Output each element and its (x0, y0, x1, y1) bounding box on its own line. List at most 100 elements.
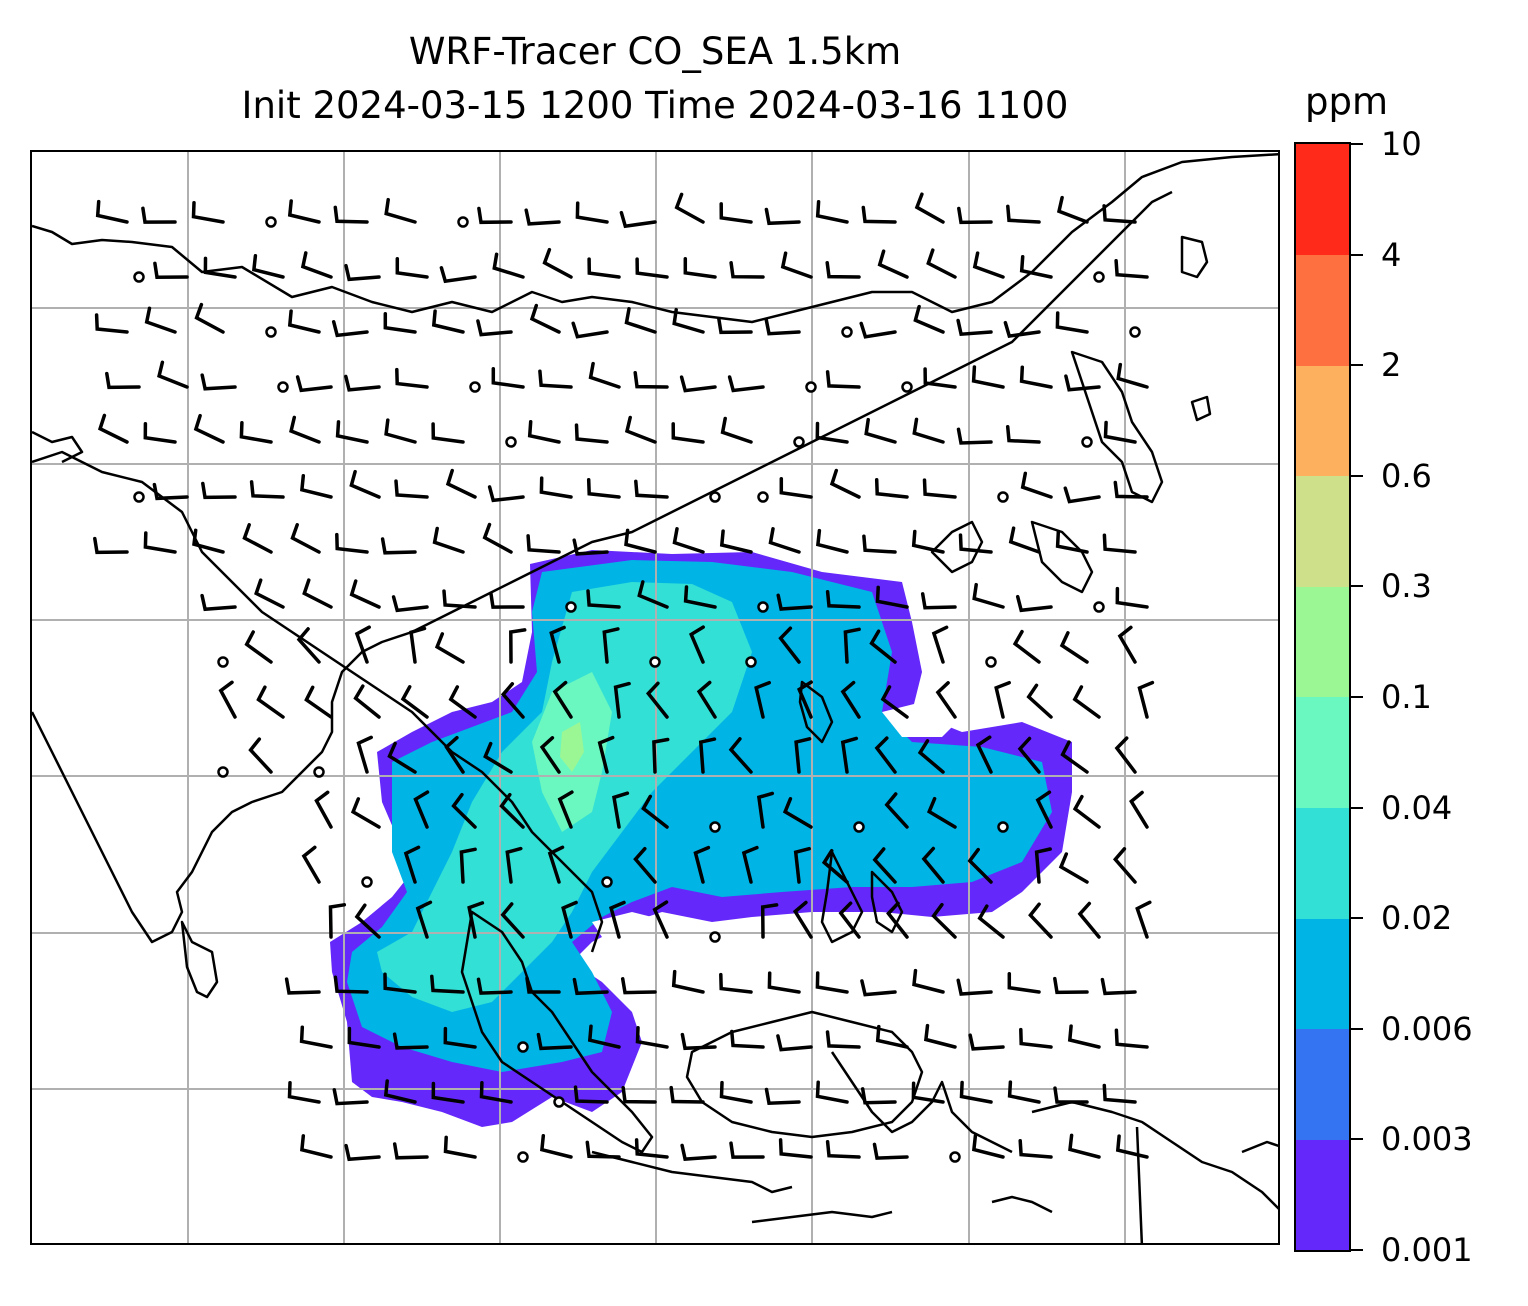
wind-barb (500, 682, 525, 719)
wind-barb (586, 589, 621, 609)
wind-barb (923, 367, 957, 389)
colorbar-band (1296, 1028, 1349, 1140)
wind-barb (1103, 420, 1137, 444)
wind-barb (491, 367, 525, 389)
wind-barb (794, 737, 812, 774)
wind-barb (403, 845, 421, 884)
wind-barb (395, 257, 429, 279)
wind-barb (542, 247, 573, 279)
wind-barb (1019, 1027, 1053, 1049)
calm-wind-marker (709, 821, 721, 833)
wind-barb (912, 968, 945, 994)
wind-barb (776, 1034, 813, 1052)
wind-barb (296, 627, 321, 664)
wind-barb (609, 900, 626, 939)
wind-barb (754, 680, 771, 719)
wind-barb (573, 1085, 609, 1104)
wind-barb (764, 207, 801, 226)
wind-barb (1117, 625, 1137, 664)
wind-barb (383, 311, 417, 334)
wind-barb (911, 1081, 945, 1104)
wind-barb (536, 1032, 573, 1051)
wind-barb (434, 632, 465, 664)
wind-barb (672, 307, 705, 334)
wind-barb (782, 797, 813, 829)
wind-barb (634, 479, 669, 499)
wind-barb (1067, 1024, 1101, 1049)
wind-barb (634, 1138, 669, 1159)
wind-barb (585, 1140, 621, 1159)
wind-barb (356, 735, 373, 774)
wind-barb (1003, 320, 1041, 339)
wind-barb (525, 976, 561, 994)
wind-barb (1113, 480, 1149, 499)
wind-barb (1129, 790, 1149, 829)
wind-barb (874, 478, 909, 499)
colorbar-tick-label: 4 (1381, 235, 1402, 274)
wind-barb (825, 370, 861, 389)
calm-wind-marker (841, 326, 853, 338)
wind-barb (671, 969, 705, 994)
wind-barb (492, 252, 525, 279)
wind-barb (1018, 1138, 1053, 1159)
wind-barb (430, 974, 465, 994)
wind-barb (300, 474, 333, 499)
wind-barb (391, 595, 429, 613)
wind-barb (931, 625, 949, 664)
colorbar-band (1296, 918, 1349, 1030)
colorbar-tick-label: 0.006 (1381, 1009, 1473, 1048)
calm-wind-marker (565, 601, 577, 613)
colorbar-tick-label: 0.1 (1381, 678, 1432, 716)
wind-barb (1019, 254, 1053, 279)
wind-barb (1006, 204, 1041, 224)
wind-barb (815, 1080, 849, 1104)
wind-barb (635, 1025, 669, 1049)
colorbar-tick-label: 2 (1381, 346, 1402, 385)
wind-barb (201, 481, 237, 500)
wind-barb (538, 369, 573, 389)
wind-barb (476, 977, 513, 995)
wind-barb (443, 1135, 477, 1159)
wind-barb (597, 735, 615, 774)
wind-barb (153, 261, 189, 279)
wind-barb (413, 790, 430, 829)
wind-barb (549, 625, 566, 664)
wind-barb (1053, 1086, 1089, 1104)
wind-barb (1020, 471, 1053, 499)
wind-barb (971, 1133, 1005, 1159)
wind-barb (1112, 847, 1137, 884)
wind-barb (760, 903, 779, 939)
colorbar-tick-mark (1351, 1138, 1363, 1141)
wind-barb (483, 741, 513, 774)
wind-barb (877, 249, 909, 279)
wind-barb (1077, 901, 1101, 939)
wind-barb (354, 625, 371, 664)
wind-barb (331, 320, 369, 338)
calm-wind-marker (313, 766, 325, 778)
wind-barb (333, 975, 369, 994)
wind-barb (602, 627, 620, 664)
wind-barb (431, 1081, 465, 1104)
wind-barb (923, 1023, 957, 1049)
wind-barb (872, 1142, 909, 1160)
wind-barb (778, 1138, 813, 1159)
colorbar-tick-label: 0.3 (1381, 567, 1432, 606)
wind-barb (741, 845, 759, 884)
wind-barb (959, 1080, 993, 1104)
wind-barb (287, 309, 321, 334)
wind-barb (489, 591, 525, 609)
wind-barb (776, 593, 813, 611)
calm-wind-marker (601, 876, 613, 888)
wind-barb (875, 585, 909, 609)
wind-barb (505, 846, 523, 884)
wind-barb (683, 585, 717, 609)
wind-barb (1060, 740, 1089, 774)
wind-barb (886, 901, 909, 939)
wind-barb (792, 900, 813, 939)
wind-barb (912, 417, 945, 444)
wind-barb (683, 257, 717, 279)
wind-barb (300, 1134, 333, 1159)
wind-barb (872, 847, 897, 884)
wind-barb (251, 254, 285, 279)
wind-barb (693, 845, 711, 884)
